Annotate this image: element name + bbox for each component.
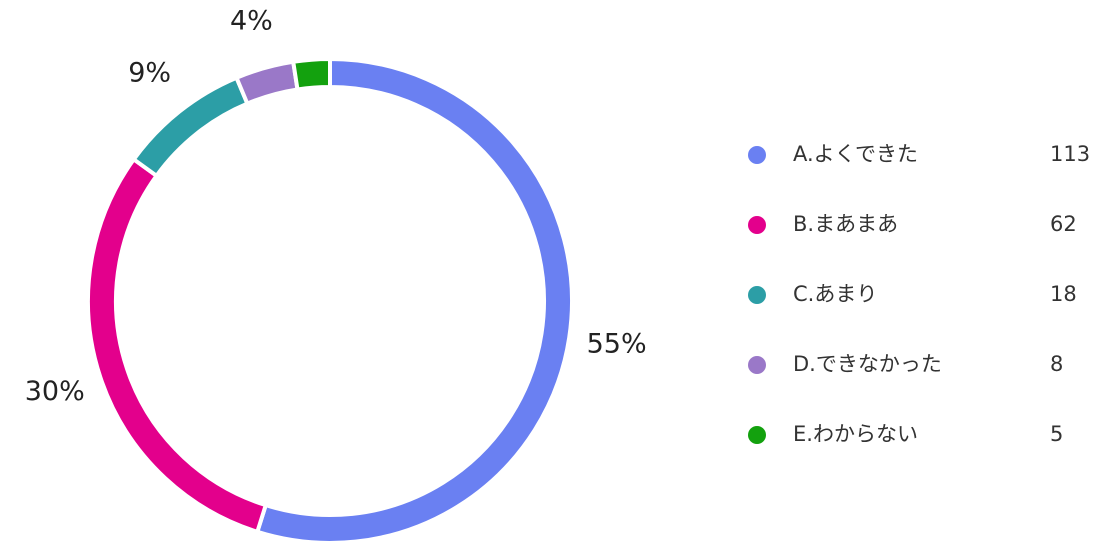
- percent-label: 30%: [25, 376, 85, 407]
- donut-segment: [233, 59, 300, 107]
- legend-label: C.あまり: [793, 282, 877, 306]
- percent-label: 9%: [128, 57, 171, 88]
- percent-label: 4%: [230, 5, 273, 36]
- legend-label: B.まあまあ: [793, 212, 898, 236]
- percent-label: 55%: [587, 329, 647, 360]
- legend-marker: [748, 146, 766, 164]
- legend-count: 62: [1050, 212, 1077, 236]
- legend-count: 18: [1050, 282, 1077, 306]
- legend-count: 113: [1050, 142, 1090, 166]
- legend-marker: [748, 216, 766, 234]
- donut-segment: [86, 156, 269, 535]
- legend-label: E.わからない: [793, 422, 918, 446]
- donut-segment: [290, 56, 332, 92]
- legend-label: D.できなかった: [793, 352, 942, 376]
- legend-marker: [748, 356, 766, 374]
- legend-marker: [748, 426, 766, 444]
- donut-segment: [130, 75, 250, 179]
- legend-count: 5: [1050, 422, 1063, 446]
- donut-segment: [254, 56, 574, 542]
- legend-count: 8: [1050, 352, 1063, 376]
- legend-marker: [748, 286, 766, 304]
- legend-label: A.よくできた: [793, 142, 918, 166]
